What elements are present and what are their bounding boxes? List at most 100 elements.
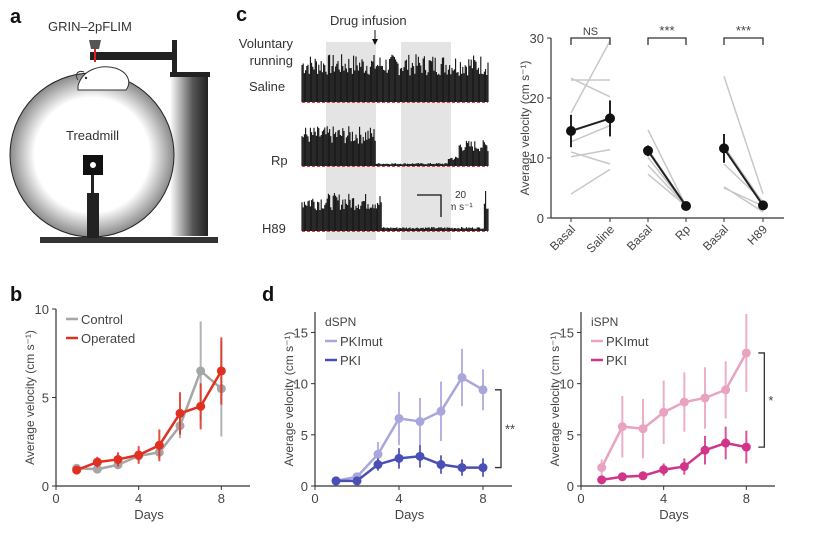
ispn-legend-label: PKImut <box>606 334 649 349</box>
b-y-tick-label: 5 <box>42 391 49 406</box>
mean-line <box>647 150 687 207</box>
trace-label-rp: Rp <box>271 153 288 168</box>
individual-line <box>570 40 611 114</box>
significance-label: *** <box>736 23 751 38</box>
trace-saline <box>301 54 489 102</box>
scale-bar <box>417 194 442 217</box>
dspn-legend-title: dSPN <box>325 315 356 329</box>
b-data-point <box>216 366 226 376</box>
c-y-tick-label: 30 <box>530 31 544 46</box>
ispn-y-tick-label: 5 <box>567 428 574 443</box>
dspn-data-point <box>478 463 488 473</box>
ispn-y-tick-label: 15 <box>560 325 574 340</box>
axle <box>90 162 96 168</box>
individual-line <box>647 164 687 207</box>
panel-letter-c: c <box>236 4 248 26</box>
b-y-axis-label: Average velocity (cm s⁻¹) <box>23 330 37 465</box>
support-pole <box>170 76 208 236</box>
head-fixation-arm <box>90 52 175 60</box>
individual-line <box>723 187 764 207</box>
trace-h89 <box>301 191 489 231</box>
dspn-data-point <box>457 373 467 383</box>
ispn-data-point <box>679 462 689 472</box>
ispn-x-tick-label: 0 <box>577 491 584 506</box>
ispn-significance-label: * <box>768 393 773 408</box>
mean-point <box>605 113 615 124</box>
infusion-arrow-head <box>372 39 378 45</box>
b-data-point <box>92 464 102 474</box>
b-legend-label: Operated <box>81 331 135 346</box>
dspn-data-point <box>436 460 446 470</box>
b-data-point <box>134 450 144 460</box>
ispn-data-point <box>638 424 648 434</box>
ispn-data-point <box>597 475 607 485</box>
ispn-legend-title: iSPN <box>591 315 618 329</box>
panel-letter-b: b <box>10 284 23 306</box>
mean-line <box>570 117 611 132</box>
b-data-point <box>196 366 206 376</box>
dspn-data-point <box>373 449 383 459</box>
dspn-x-tick-label: 0 <box>311 491 318 506</box>
b-data-point <box>175 408 185 418</box>
trace-label-saline: Saline <box>249 79 286 94</box>
b-x-axis-label: Days <box>134 507 164 522</box>
mean-point <box>566 126 576 136</box>
dspn-data-point <box>394 413 404 423</box>
b-data-point <box>72 465 82 475</box>
c-y-tick-label: 20 <box>530 91 544 106</box>
b-x-tick-label: 0 <box>52 491 59 506</box>
b-data-point <box>196 401 206 411</box>
panel-letter-a: a <box>10 6 22 28</box>
significance-bracket <box>723 37 764 45</box>
row-header-line-2: running <box>249 53 293 68</box>
ispn-data-point <box>721 438 731 448</box>
row-header: Voluntary running <box>225 35 293 69</box>
individual-line <box>723 145 764 204</box>
dspn-data-point <box>478 385 488 395</box>
individual-line <box>647 173 687 207</box>
ispn-y-tick-label: 0 <box>567 479 574 494</box>
ispn-x-tick-label: 4 <box>660 491 667 506</box>
c-y-axis-label: Average velocity (cm s⁻¹) <box>518 61 532 196</box>
dspn-y-tick-label: 10 <box>294 377 308 392</box>
individual-line <box>723 76 764 195</box>
ispn-significance-bracket <box>758 352 765 448</box>
c-y-tick-label: 0 <box>537 211 544 226</box>
significance-bracket <box>647 37 687 45</box>
ispn-y-tick-label: 10 <box>560 377 574 392</box>
dspn-data-point <box>373 460 383 470</box>
ispn-series-line-pkimut <box>600 352 748 469</box>
c-y-tick-label: 10 <box>530 151 544 166</box>
objective-lens <box>89 40 101 49</box>
ispn-data-point <box>617 472 627 482</box>
dspn-data-point <box>331 476 341 486</box>
mean-line <box>723 147 764 206</box>
dspn-x-axis-label: Days <box>395 507 425 522</box>
individual-line <box>570 148 611 158</box>
mean-point <box>681 201 691 211</box>
significance-label: *** <box>659 23 674 38</box>
scale-velocity-label: 20 <box>455 190 467 201</box>
dspn-series-line-pkimut <box>335 375 484 483</box>
dspn-x-tick-label: 8 <box>479 491 486 506</box>
b-data-point <box>92 457 102 467</box>
ispn-legend-label: PKI <box>606 353 627 368</box>
dspn-data-point <box>415 451 425 461</box>
base-plate <box>40 237 218 243</box>
b-x-tick-label: 4 <box>135 491 142 506</box>
b-data-point <box>113 454 123 464</box>
treadmill-label: Treadmill <box>66 128 119 143</box>
ispn-data-point <box>721 385 731 395</box>
dspn-data-point <box>394 453 404 463</box>
scale-velocity-unit: cm s⁻¹ <box>443 202 473 213</box>
ispn-data-point <box>679 397 689 407</box>
row-header-line-1: Voluntary <box>238 36 293 51</box>
mean-point <box>643 145 653 156</box>
ispn-y-axis-label: Average velocity (cm s⁻¹) <box>548 332 562 467</box>
dspn-data-point <box>415 417 425 427</box>
dspn-y-tick-label: 0 <box>301 479 308 494</box>
